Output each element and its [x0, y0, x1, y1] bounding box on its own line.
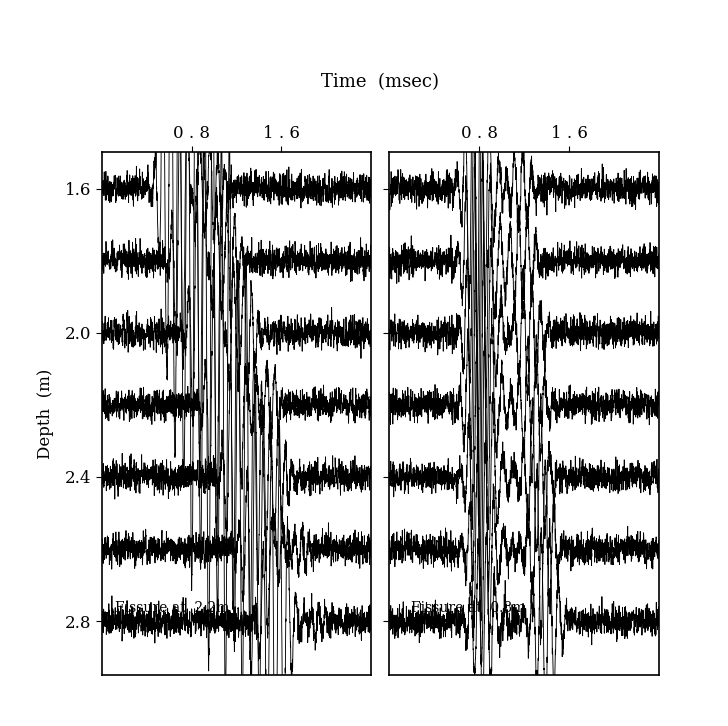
Text: Fissure at  2.2m: Fissure at 2.2m	[116, 601, 230, 615]
Text: Time  (msec): Time (msec)	[321, 73, 440, 91]
Y-axis label: Depth  (m): Depth (m)	[37, 369, 54, 459]
Text: Fissure at  0.8m: Fissure at 0.8m	[411, 601, 526, 615]
